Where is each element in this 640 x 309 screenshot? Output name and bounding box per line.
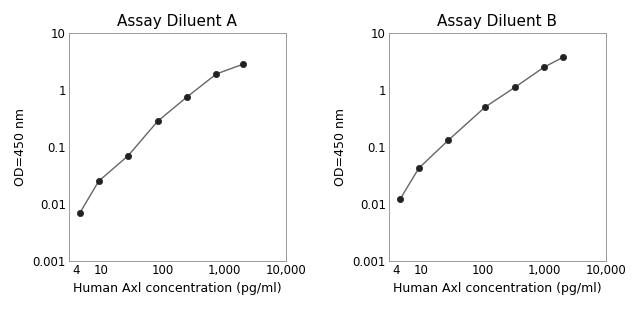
X-axis label: Human Axl concentration (pg/ml): Human Axl concentration (pg/ml) bbox=[73, 282, 282, 295]
X-axis label: Human Axl concentration (pg/ml): Human Axl concentration (pg/ml) bbox=[393, 282, 602, 295]
Y-axis label: OD=450 nm: OD=450 nm bbox=[14, 108, 27, 186]
Y-axis label: OD=450 nm: OD=450 nm bbox=[334, 108, 347, 186]
Title: Assay Diluent B: Assay Diluent B bbox=[437, 14, 557, 29]
Title: Assay Diluent A: Assay Diluent A bbox=[117, 14, 237, 29]
